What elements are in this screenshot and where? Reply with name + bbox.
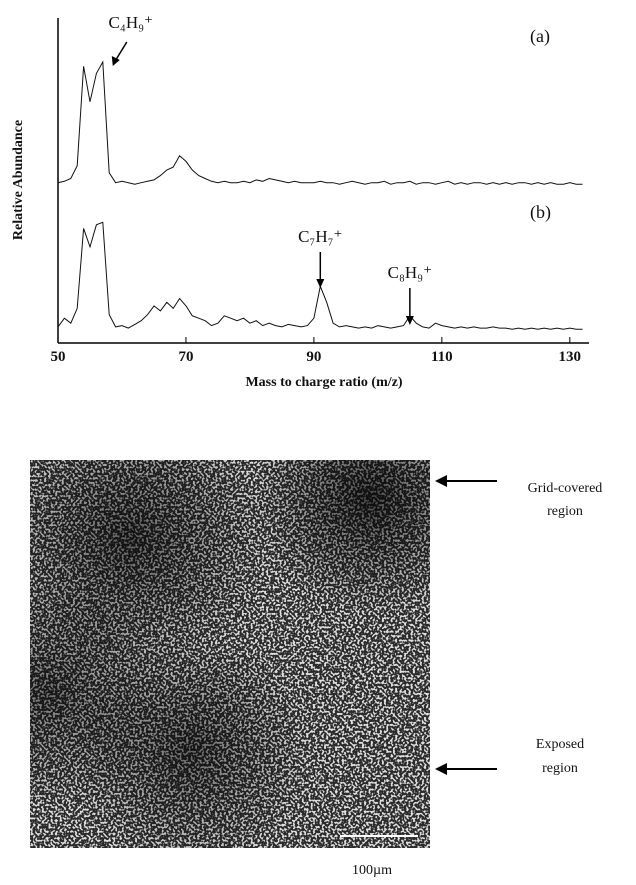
x-tick-label: 50 [51, 349, 66, 365]
annotation: C₈H₉⁺ [388, 263, 432, 282]
panel-label: (b) [530, 202, 551, 223]
annotation-arrow [115, 41, 128, 61]
arrowhead [435, 475, 447, 487]
annotation-arrowhead [316, 279, 325, 288]
label: Grid-covered [528, 481, 603, 496]
annotation-arrowhead [111, 56, 120, 66]
x-axis-label: Mass to charge ratio (m/z) [245, 375, 402, 390]
x-tick-label: 130 [559, 349, 582, 365]
label: Exposed [536, 737, 584, 752]
scale-bar-label: 100µm [352, 863, 392, 878]
label: region [542, 761, 578, 776]
annotation-arrowhead [405, 316, 414, 325]
panel-label: (a) [530, 26, 550, 47]
x-tick-label: 110 [431, 349, 453, 365]
x-tick-label: 90 [306, 349, 321, 365]
x-tick-label: 70 [178, 349, 193, 365]
micrograph [30, 460, 430, 848]
annotation: C₄H₉⁺ [109, 13, 153, 32]
label: region [547, 504, 583, 519]
y-axis-label: Relative Abundance [11, 120, 26, 240]
spectrum-line [57, 60, 583, 185]
arrowhead [435, 763, 447, 775]
annotation: C₇H₇⁺ [298, 227, 342, 246]
